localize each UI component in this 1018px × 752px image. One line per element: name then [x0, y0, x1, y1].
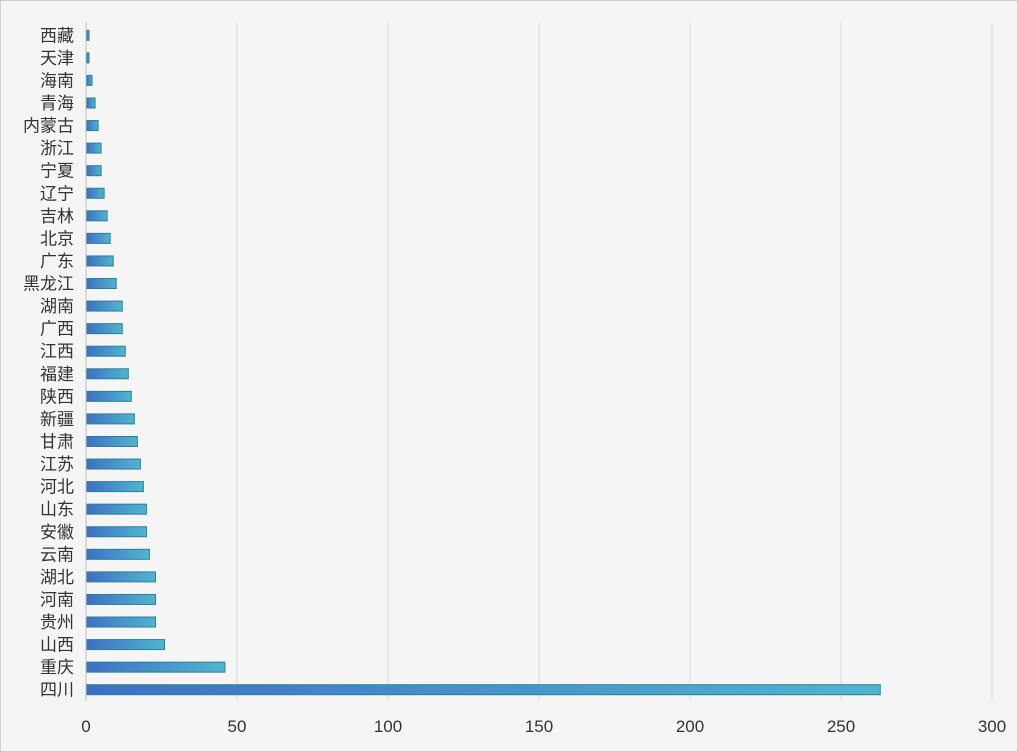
category-label: 江西: [40, 342, 74, 362]
category-label: 河南: [40, 590, 74, 610]
bar-山东: [86, 503, 147, 515]
bar-湖北: [86, 571, 156, 583]
bar-重庆: [86, 661, 226, 673]
bar-湖南: [86, 300, 123, 312]
bar-江苏: [86, 458, 141, 470]
category-label: 湖南: [40, 297, 74, 317]
category-label: 广东: [40, 252, 74, 272]
bar-广东: [86, 255, 114, 267]
x-tick-label: 0: [81, 717, 90, 736]
bar-广西: [86, 323, 123, 335]
bar-吉林: [86, 210, 108, 222]
category-label: 浙江: [40, 139, 74, 159]
category-label: 甘肃: [40, 432, 74, 452]
x-tick-label: 200: [676, 717, 704, 736]
bar-四川: [86, 684, 881, 696]
bar-黑龙江: [86, 278, 117, 290]
category-label: 河北: [40, 478, 74, 498]
bar-新疆: [86, 413, 135, 425]
category-label: 青海: [40, 94, 74, 114]
bar-甘肃: [86, 435, 138, 447]
grid-lines: [236, 22, 993, 701]
bar-宁夏: [86, 165, 102, 177]
category-label: 重庆: [40, 658, 74, 678]
bar-贵州: [86, 616, 156, 628]
x-tick-label: 50: [228, 717, 247, 736]
x-tick-label: 250: [827, 717, 855, 736]
bar-福建: [86, 368, 129, 380]
category-label: 福建: [40, 365, 74, 385]
bar-河南: [86, 593, 156, 605]
category-label: 山东: [40, 500, 74, 520]
bar-辽宁: [86, 187, 105, 199]
category-label: 新疆: [40, 410, 74, 430]
category-label: 吉林: [40, 207, 74, 227]
category-label: 海南: [40, 71, 74, 91]
bar-北京: [86, 232, 111, 244]
category-label: 辽宁: [40, 184, 74, 204]
x-tick-label: 150: [525, 717, 553, 736]
x-tick-labels: 0 50 100 150 200 250 300: [81, 717, 1006, 736]
category-label: 安徽: [40, 523, 74, 543]
category-label: 江苏: [40, 455, 74, 475]
bar-浙江: [86, 142, 102, 154]
category-label: 四川: [40, 681, 74, 701]
category-label: 云南: [40, 545, 74, 565]
bar-山西: [86, 639, 166, 651]
bar-安徽: [86, 526, 147, 538]
bar-云南: [86, 548, 150, 560]
bar-河北: [86, 481, 144, 493]
category-label: 陕西: [40, 387, 74, 407]
bar-西藏: [86, 29, 90, 41]
category-label: 西藏: [40, 26, 74, 46]
x-tick-label: 100: [374, 717, 402, 736]
bar-青海: [86, 97, 96, 109]
bar-陕西: [86, 390, 132, 402]
category-label: 内蒙古: [23, 117, 74, 137]
bars: [86, 29, 881, 696]
category-label: 山西: [40, 636, 74, 656]
bar-天津: [86, 52, 90, 64]
category-label: 黑龙江: [23, 275, 74, 295]
bar-海南: [86, 74, 93, 86]
category-label: 天津: [40, 49, 74, 69]
category-label: 北京: [40, 229, 74, 249]
category-label: 广西: [40, 320, 74, 340]
bar-内蒙古: [86, 120, 99, 132]
category-labels: 西藏天津海南青海内蒙古浙江宁夏辽宁吉林北京广东黑龙江湖南广西江西福建陕西新疆甘肃…: [23, 26, 74, 700]
x-tick-label: 300: [978, 717, 1006, 736]
category-label: 贵州: [40, 613, 74, 633]
bar-江西: [86, 345, 126, 357]
category-label: 湖北: [40, 568, 74, 588]
category-label: 宁夏: [40, 162, 74, 182]
